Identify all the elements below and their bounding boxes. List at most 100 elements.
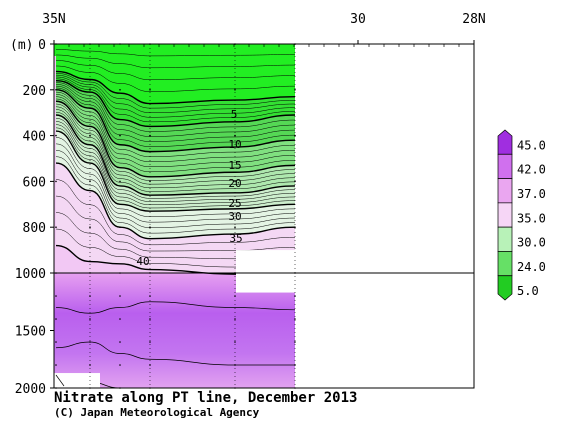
sample-point (89, 341, 91, 343)
legend-label: 45.0 (517, 138, 546, 152)
sample-point (89, 180, 91, 183)
sample-point (119, 134, 121, 137)
sample-point (234, 180, 236, 183)
contour-line-minor (55, 60, 296, 80)
y-tick-label: 200 (23, 84, 46, 99)
no-data-patch (236, 250, 295, 273)
sample-point (234, 341, 236, 343)
legend-label: 37.0 (517, 187, 546, 201)
legend-swatch (497, 202, 513, 228)
sample-point (55, 226, 57, 228)
contour-line-minor (55, 179, 296, 246)
sample-point (234, 226, 236, 228)
sample-point (294, 134, 296, 137)
sample-point (149, 134, 151, 137)
sample-point (149, 180, 151, 183)
contour-line-minor (55, 103, 296, 181)
contour-line-deep (55, 374, 65, 387)
contour-label: 5 (231, 108, 238, 121)
sample-point (294, 226, 296, 228)
contour-line-35 (55, 162, 296, 240)
contour-label: 20 (228, 177, 241, 190)
sample-point (55, 180, 57, 183)
sample-point (89, 134, 91, 137)
contour-line-30 (55, 130, 296, 212)
sample-point (119, 226, 121, 228)
sample-point (294, 341, 296, 343)
sample-point (234, 134, 236, 137)
sample-point (55, 295, 57, 297)
contour-line-minor (55, 85, 296, 142)
legend-label: 30.0 (517, 236, 546, 250)
sample-point (149, 341, 151, 343)
contour-line-minor (55, 106, 296, 185)
legend-label: 24.0 (517, 260, 546, 274)
contour-line-minor (55, 156, 296, 234)
legend-swatch (497, 178, 513, 204)
x-tick-label: 28N (462, 12, 485, 27)
sample-point (149, 89, 151, 91)
sample-point (149, 295, 151, 297)
contour-line-minor (55, 84, 296, 137)
sample-point (294, 295, 296, 297)
sample-point (55, 134, 57, 137)
axes: 35N 30 28N 0 200 400 600 800 1000 1500 2000 (m) (10, 12, 486, 397)
sample-point (234, 364, 236, 366)
sample-point (89, 295, 91, 297)
legend-swatch (497, 251, 513, 277)
legend-swatch (497, 275, 513, 301)
sample-point (119, 89, 121, 91)
y-tick-label: 800 (23, 221, 46, 236)
x-tick-label: 35N (42, 12, 65, 27)
y-tick-label: 1500 (15, 325, 46, 340)
legend-swatch (497, 226, 513, 252)
contour-line-minor (55, 78, 296, 123)
contour-line-minor (55, 74, 296, 113)
sample-point (89, 364, 91, 366)
chart-title: Nitrate along PT line, December 2013 (54, 390, 358, 406)
contour-line-deep (55, 341, 295, 366)
sample-point (55, 341, 57, 343)
contour-line-minor (55, 109, 296, 189)
contour-label: 15 (228, 159, 241, 172)
contour-label: 30 (228, 210, 241, 223)
sample-point (149, 318, 151, 320)
y-tick-label: 0 (38, 38, 46, 53)
legend-swatch (497, 153, 513, 179)
contour-line-20 (55, 100, 296, 178)
contour-line-minor (55, 76, 296, 118)
no-data-patch (236, 273, 295, 293)
sample-point (294, 364, 296, 366)
no-data-patch (54, 373, 100, 388)
y-tick-label: 1000 (15, 267, 46, 282)
contour-line-minor (55, 49, 296, 57)
contour-line-minor (55, 137, 296, 217)
sample-point (55, 318, 57, 320)
y-tick-label: 400 (23, 130, 46, 145)
x-tick-label: 30 (350, 12, 366, 27)
contour-line-minor (55, 150, 296, 228)
legend: 45.0 42.0 37.0 35.0 30.0 24.0 5.0 (497, 129, 546, 301)
sample-point (234, 318, 236, 320)
sample-point (294, 180, 296, 183)
legend-label: 42.0 (517, 163, 546, 177)
sample-point (149, 364, 151, 366)
y-tick-label: 600 (23, 175, 46, 190)
y-axis-unit: (m) (10, 38, 33, 53)
contour-line-minor (55, 91, 296, 157)
sample-point (89, 226, 91, 228)
sample-point (119, 364, 121, 366)
sample-point (89, 318, 91, 320)
contour-line-minor (55, 65, 296, 92)
sample-point (294, 89, 296, 91)
legend-label: 35.0 (517, 211, 546, 225)
sample-point (119, 341, 121, 343)
contour-label: 25 (228, 197, 241, 210)
contour-line-10 (55, 79, 296, 128)
contour-line-5 (55, 70, 296, 105)
contour-line-minor (55, 96, 296, 167)
contour-line-minor (55, 73, 296, 109)
sample-point (55, 364, 57, 366)
contour-label: 10 (228, 138, 241, 151)
